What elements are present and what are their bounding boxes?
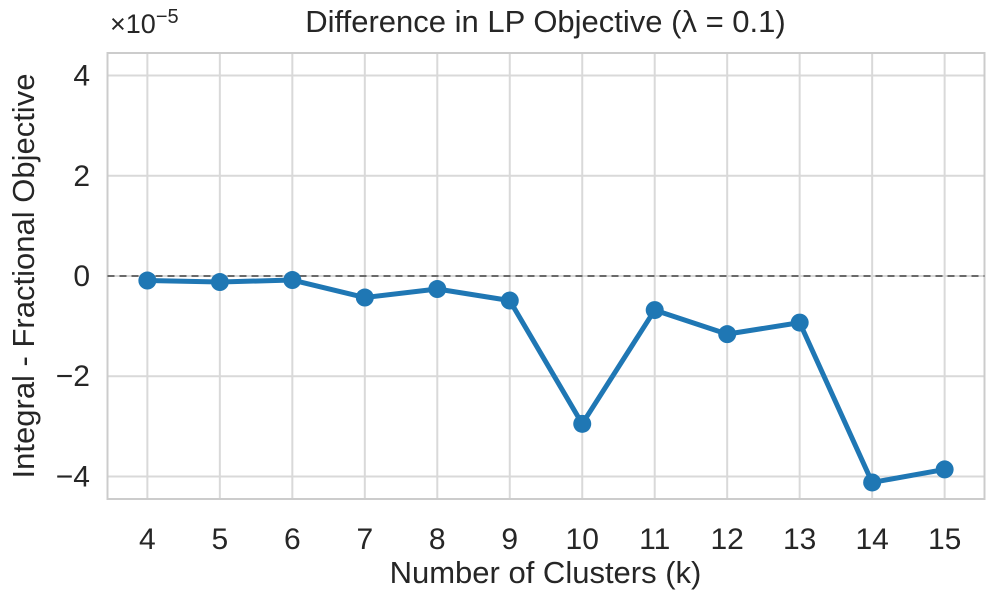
x-tick-label: 10 bbox=[566, 523, 599, 556]
x-tick-label: 15 bbox=[928, 523, 961, 556]
x-tick-label: 7 bbox=[356, 523, 373, 556]
data-point-marker bbox=[500, 291, 519, 310]
x-tick-label: 6 bbox=[284, 523, 301, 556]
data-point-marker bbox=[645, 301, 664, 320]
data-point-marker bbox=[863, 473, 882, 492]
x-tick-label: 12 bbox=[711, 523, 744, 556]
data-point-marker bbox=[935, 460, 954, 479]
y-axis-offset-text: ×10−5 bbox=[110, 6, 179, 40]
data-point-marker bbox=[718, 325, 737, 344]
data-point-marker bbox=[790, 313, 809, 332]
data-point-marker bbox=[210, 273, 229, 292]
x-tick-label: 8 bbox=[429, 523, 446, 556]
offset-base: ×10 bbox=[110, 9, 156, 39]
x-tick-label: 9 bbox=[501, 523, 518, 556]
x-tick-label: 14 bbox=[855, 523, 888, 556]
offset-exponent: −5 bbox=[155, 6, 179, 28]
y-tick-label: −2 bbox=[56, 360, 90, 393]
x-tick-label: 5 bbox=[211, 523, 228, 556]
y-tick-label: 0 bbox=[73, 260, 90, 293]
y-axis-label: Integral - Fractional Objective bbox=[6, 73, 41, 479]
x-tick-label: 13 bbox=[783, 523, 816, 556]
x-axis-label: Number of Clusters (k) bbox=[389, 555, 702, 590]
y-tick-label: 4 bbox=[73, 60, 90, 93]
data-point-marker bbox=[573, 414, 592, 433]
chart-title: Difference in LP Objective (λ = 0.1) bbox=[305, 4, 786, 39]
x-tick-label: 11 bbox=[639, 523, 670, 556]
data-point-marker bbox=[138, 271, 157, 290]
y-tick-label: −4 bbox=[56, 460, 90, 493]
series-line bbox=[144, 277, 948, 485]
x-tick-label: 4 bbox=[139, 523, 156, 556]
data-point-marker bbox=[283, 271, 302, 290]
data-point-marker bbox=[428, 280, 447, 299]
y-tick-label: 2 bbox=[73, 160, 90, 193]
data-point-marker bbox=[355, 288, 374, 307]
